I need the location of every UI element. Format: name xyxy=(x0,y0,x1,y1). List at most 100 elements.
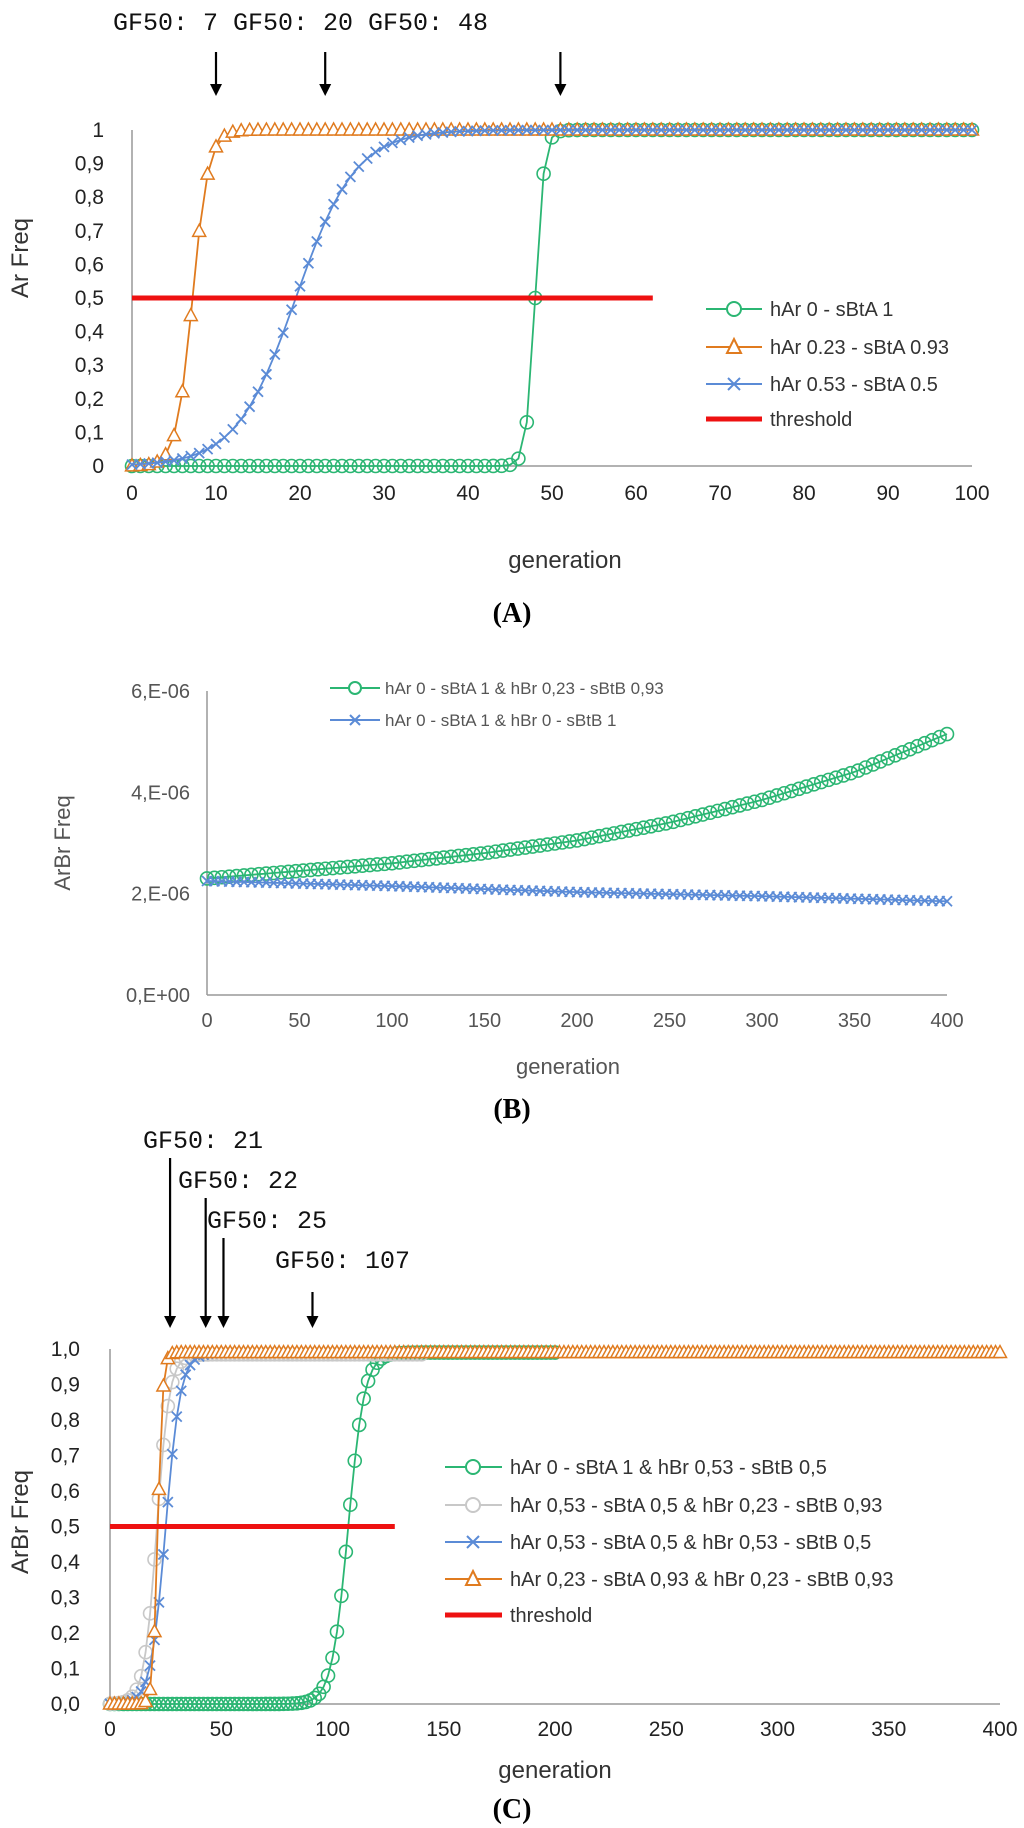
data-point xyxy=(798,124,810,136)
data-point xyxy=(658,816,674,831)
y-tick-labels: 0,0 0,1 0,2 0,3 0,4 0,5 0,6 0,7 0,8 0,9 1,0 xyxy=(51,1338,81,1716)
data-point xyxy=(347,859,363,874)
data-point xyxy=(939,726,955,742)
data-point xyxy=(725,799,740,815)
x-tick-label: 50 xyxy=(288,1010,310,1032)
data-point xyxy=(966,124,978,136)
data-point xyxy=(443,849,459,865)
data-point xyxy=(392,855,407,870)
x-tick-label: 0 xyxy=(104,1718,116,1741)
data-point xyxy=(166,1448,178,1460)
data-point xyxy=(680,810,696,826)
x-tick-labels: 0 50 100 150 200 250 300 350 400 xyxy=(104,1718,1017,1741)
panel-a-chart: GF50: 7 GF50: 20 GF50: 48 0 10 20 30 40 50 60 7… xyxy=(7,9,990,629)
panel-b-chart: 0 50 100 150 200 250 300 350 400 0,E+00 2,E-06 4,E… xyxy=(50,679,964,1125)
data-point xyxy=(429,851,444,866)
gf50-annotations: GF50: 21 GF50: 22 GF50: 25 GF50: 107 xyxy=(143,1127,410,1328)
data-point xyxy=(301,458,316,474)
data-point xyxy=(932,729,947,745)
data-point xyxy=(385,458,400,474)
data-point xyxy=(643,818,659,834)
data-point xyxy=(924,124,936,136)
data-point xyxy=(210,438,222,450)
y-tick-label: 0,E+00 xyxy=(126,985,190,1007)
data-point xyxy=(160,1398,176,1414)
data-point xyxy=(532,838,548,853)
x-tick-label: 200 xyxy=(537,1718,572,1741)
data-point xyxy=(250,458,266,474)
data-point xyxy=(588,124,600,136)
data-point xyxy=(151,1480,167,1496)
data-point xyxy=(689,124,701,136)
x-tick-label: 200 xyxy=(560,1010,593,1032)
gf50-arrow-head xyxy=(554,84,567,96)
data-point xyxy=(343,458,358,474)
data-point xyxy=(362,857,378,873)
data-point xyxy=(406,853,422,869)
data-point xyxy=(776,785,792,801)
data-point xyxy=(329,1624,345,1639)
data-point xyxy=(680,124,693,136)
data-point xyxy=(813,774,829,790)
data-point xyxy=(318,861,333,877)
data-point xyxy=(584,830,600,845)
data-point xyxy=(403,131,415,144)
data-point xyxy=(242,458,257,474)
data-point xyxy=(495,843,511,858)
data-point xyxy=(957,124,970,136)
data-point xyxy=(621,124,634,136)
data-point xyxy=(458,847,474,863)
data-point xyxy=(199,871,215,886)
data-point xyxy=(267,458,283,474)
x-tick-label: 150 xyxy=(426,1718,461,1741)
data-point xyxy=(201,443,214,455)
x-tick-label: 300 xyxy=(760,1718,795,1741)
data-point xyxy=(289,1695,305,1711)
data-point xyxy=(208,458,224,474)
y-tick-label: 0,4 xyxy=(51,1551,81,1574)
data-point xyxy=(806,777,822,792)
data-point xyxy=(495,124,508,136)
data-point xyxy=(376,458,392,474)
data-point xyxy=(452,458,467,474)
data-point xyxy=(142,1680,158,1696)
data-point xyxy=(344,171,357,183)
data-point xyxy=(235,413,247,425)
legend-label-2: hAr 0 - sBtA 1 & hBr 0 - sBtB 1 xyxy=(385,711,616,730)
data-point xyxy=(399,854,415,869)
gf50-arrow-head xyxy=(210,84,222,96)
series-2 xyxy=(201,875,953,907)
data-point xyxy=(717,801,733,817)
data-point xyxy=(784,783,799,799)
series-4 xyxy=(102,1343,1008,1710)
data-point xyxy=(284,458,299,474)
y-tick-label: 0,0 xyxy=(51,1693,80,1716)
y-tick-label: 1 xyxy=(92,119,104,142)
data-point xyxy=(511,451,526,466)
data-point xyxy=(401,458,417,474)
data-point xyxy=(225,458,241,474)
data-point xyxy=(882,124,894,136)
data-point xyxy=(307,1690,323,1706)
x-tick-label: 250 xyxy=(653,1010,686,1032)
data-point xyxy=(303,862,318,878)
gf50-arrow-head xyxy=(319,84,332,96)
data-point xyxy=(185,450,197,462)
y-tick-label: 6,E-06 xyxy=(131,681,190,703)
data-point xyxy=(302,257,315,269)
x-tick-label: 90 xyxy=(876,482,899,505)
y-tick-label: 0,3 xyxy=(75,354,104,377)
y-tick-label: 0,8 xyxy=(51,1409,80,1432)
legend-marker-3 xyxy=(466,1535,480,1549)
data-point xyxy=(319,216,331,228)
data-point xyxy=(233,458,249,474)
data-point xyxy=(932,124,945,136)
data-point xyxy=(941,124,953,136)
x-tick-label: 400 xyxy=(930,1010,963,1032)
data-point xyxy=(156,1437,171,1453)
data-point xyxy=(351,458,367,474)
data-point xyxy=(369,857,385,872)
legend-marker-2 xyxy=(465,1497,481,1513)
data-point xyxy=(571,124,583,136)
data-point xyxy=(251,866,267,882)
